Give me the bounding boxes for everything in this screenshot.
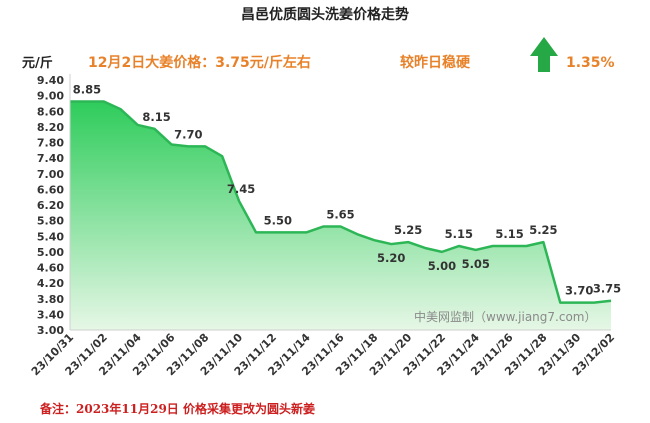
data-label: 5.25 <box>394 223 422 237</box>
y-tick-label: 5.00 <box>37 246 64 259</box>
data-label: 5.05 <box>462 257 490 271</box>
y-tick-label: 9.40 <box>37 74 64 87</box>
data-label: 8.85 <box>73 82 101 96</box>
price-note: 12月2日大姜价格：3.75元/斤左右 <box>88 54 311 71</box>
data-label: 5.15 <box>445 227 473 241</box>
watermark: 中美网监制（www.jiang7.com） <box>414 309 596 324</box>
trend-text: 较昨日稳硬 <box>400 54 471 71</box>
data-label: 5.25 <box>529 223 557 237</box>
y-tick-label: 6.20 <box>37 199 64 212</box>
y-tick-label: 3.40 <box>37 308 64 321</box>
data-label: 5.15 <box>495 227 523 241</box>
data-label: 5.20 <box>377 251 405 265</box>
data-label: 3.70 <box>565 284 593 298</box>
up-arrow-icon <box>530 37 558 72</box>
y-tick-label: 7.00 <box>37 168 64 181</box>
y-tick-label: 3.80 <box>37 293 64 306</box>
y-tick-label: 7.40 <box>37 152 64 165</box>
y-tick-label: 4.60 <box>37 262 64 275</box>
data-label: 7.45 <box>227 182 255 196</box>
data-label: 5.00 <box>428 259 456 273</box>
y-tick-label: 9.00 <box>37 90 64 103</box>
y-tick-label: 8.20 <box>37 121 64 134</box>
chart-title: 昌邑优质圆头洗姜价格走势 <box>241 6 409 23</box>
data-label: 5.50 <box>264 213 292 227</box>
y-tick-label: 6.60 <box>37 183 64 196</box>
y-tick-label: 8.60 <box>37 105 64 118</box>
y-tick-label: 7.80 <box>37 137 64 150</box>
data-label: 5.65 <box>326 207 354 221</box>
data-label: 3.75 <box>593 282 621 296</box>
data-label: 7.70 <box>174 127 202 141</box>
y-tick-label: 5.40 <box>37 230 64 243</box>
price-line <box>70 100 612 304</box>
plot-area: 9.40 9.00 8.60 8.20 7.80 7.40 7.00 6.60 6.20 5.80… <box>29 74 621 378</box>
y-tick-label: 4.20 <box>37 277 64 290</box>
y-unit-label: 元/斤 <box>22 55 53 71</box>
price-area <box>70 101 611 330</box>
data-label: 8.15 <box>142 110 170 124</box>
trend-percent: 1.35% <box>566 55 615 71</box>
footnote: 备注：2023年11月29日 价格采集更改为圆头新姜 <box>39 401 315 416</box>
y-tick-label: 5.80 <box>37 215 64 228</box>
y-tick-label: 3.00 <box>37 324 64 337</box>
